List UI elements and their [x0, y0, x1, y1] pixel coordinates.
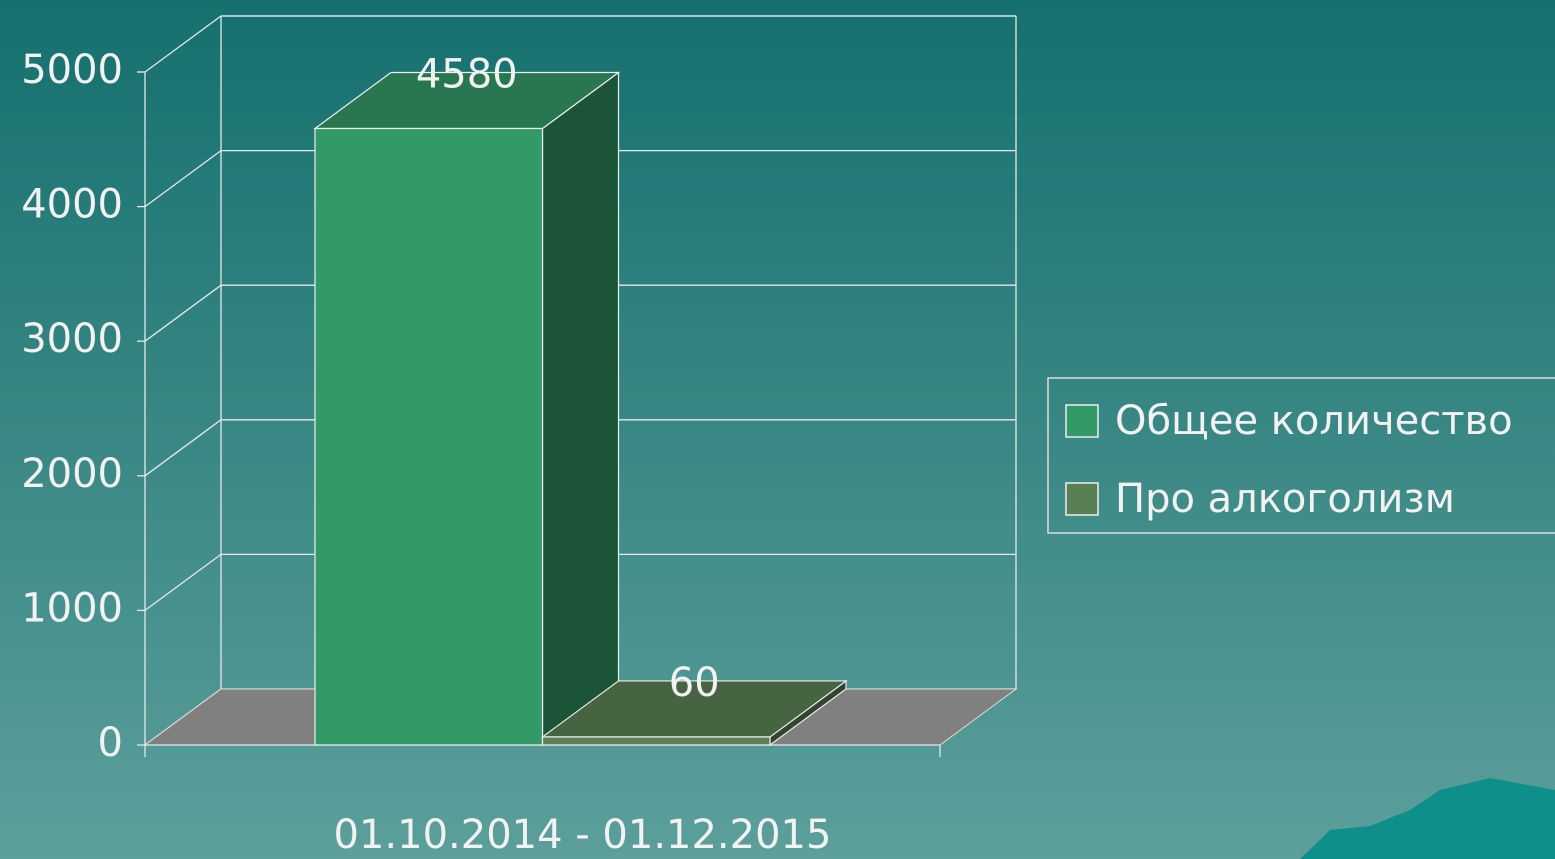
grid-line [144, 284, 222, 342]
bar [314, 127, 544, 746]
y-tick-label: 1000 [21, 585, 123, 631]
legend-label: Про алкоголизм [1115, 476, 1455, 522]
grid-line [144, 553, 222, 611]
data-label: 60 [669, 660, 720, 706]
grid-line [144, 419, 222, 477]
y-tick-label: 5000 [21, 47, 123, 93]
legend-box [1047, 377, 1555, 534]
bar-side [541, 71, 620, 747]
legend-label: Общее количество [1115, 398, 1513, 444]
y-tick-label: 0 [98, 720, 123, 766]
legend-swatch [1065, 404, 1099, 438]
legend-swatch [1065, 482, 1099, 516]
y-tick-label: 3000 [21, 316, 123, 362]
grid-line [144, 150, 222, 208]
grid-line [144, 15, 222, 73]
x-tick-label: 01.10.2014 - 01.12.2015 [334, 812, 832, 858]
decoration [1300, 778, 1555, 859]
bar [541, 736, 771, 746]
y-tick-label: 4000 [21, 182, 123, 228]
data-label: 4580 [416, 52, 518, 98]
y-tick-label: 2000 [21, 451, 123, 497]
